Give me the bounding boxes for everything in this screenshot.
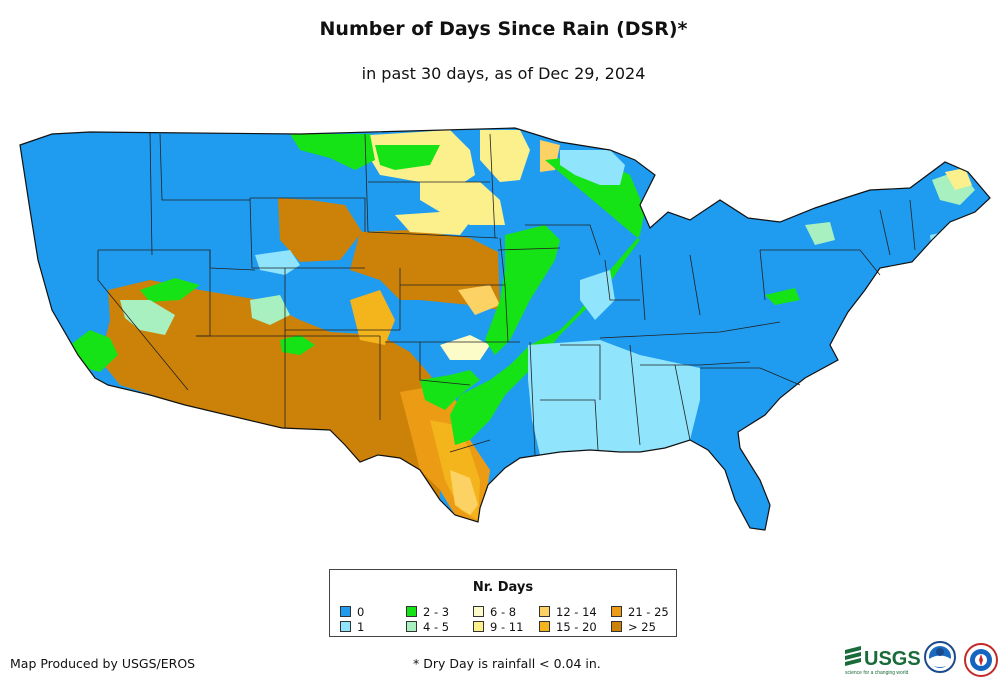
legend-swatch-gt-25: [611, 621, 622, 632]
map-legend: Nr. Days 0 1 2 - 3 4 - 5 6 - 8 9 - 11 12…: [329, 569, 677, 637]
legend-item-9-11: 9 - 11: [473, 621, 523, 633]
legend-swatch-9-11: [473, 621, 484, 632]
state-boundaries: [97, 131, 916, 456]
legend-item-1: 1: [340, 621, 364, 633]
dry-day-footnote: * Dry Day is rainfall < 0.04 in.: [413, 656, 601, 671]
legend-item-4-5: 4 - 5: [406, 621, 449, 633]
legend-swatch-1: [340, 621, 351, 632]
legend-item-12-14: 12 - 14: [539, 606, 597, 618]
map-credit: Map Produced by USGS/EROS: [10, 656, 196, 671]
legend-swatch-6-8: [473, 606, 484, 617]
legend-label-0: 0: [357, 605, 365, 619]
legend-label-1: 1: [357, 620, 365, 634]
legend-label-2-3: 2 - 3: [423, 605, 450, 619]
legend-item-2-3: 2 - 3: [406, 606, 449, 618]
legend-swatch-15-20: [539, 621, 550, 632]
legend-item-6-8: 6 - 8: [473, 606, 516, 618]
legend-swatch-4-5: [406, 621, 417, 632]
map-title: Number of Days Since Rain (DSR)*: [319, 18, 688, 40]
legend-swatch-21-25: [611, 606, 622, 617]
legend-title: Nr. Days: [472, 580, 534, 595]
legend-item-21-25: 21 - 25: [611, 606, 669, 618]
legend-label-9-11: 9 - 11: [490, 620, 524, 634]
nws-seal-icon: [964, 643, 998, 677]
noaa-seal-icon: [924, 641, 956, 673]
usgs-logo-text: USGS: [864, 648, 921, 670]
legend-item-gt-25: > 25: [611, 621, 656, 633]
map-subtitle: in past 30 days, as of Dec 29, 2024: [361, 64, 646, 83]
usgs-logo-tagline: science for a changing world: [845, 670, 909, 676]
agency-logos: USGS science for a changing world: [843, 640, 1003, 680]
legend-swatch-0: [340, 606, 351, 617]
legend-item-15-20: 15 - 20: [539, 621, 597, 633]
legend-label-12-14: 12 - 14: [556, 605, 597, 619]
legend-label-6-8: 6 - 8: [490, 605, 517, 619]
legend-swatch-2-3: [406, 606, 417, 617]
legend-item-0: 0: [340, 606, 364, 618]
legend-label-21-25: 21 - 25: [628, 605, 669, 619]
legend-swatch-12-14: [539, 606, 550, 617]
us-dsr-map: [0, 120, 1007, 540]
legend-label-4-5: 4 - 5: [423, 620, 450, 634]
usgs-logo: USGS science for a changing world: [845, 641, 998, 677]
legend-label-gt-25: > 25: [628, 620, 656, 634]
legend-label-15-20: 15 - 20: [556, 620, 597, 634]
